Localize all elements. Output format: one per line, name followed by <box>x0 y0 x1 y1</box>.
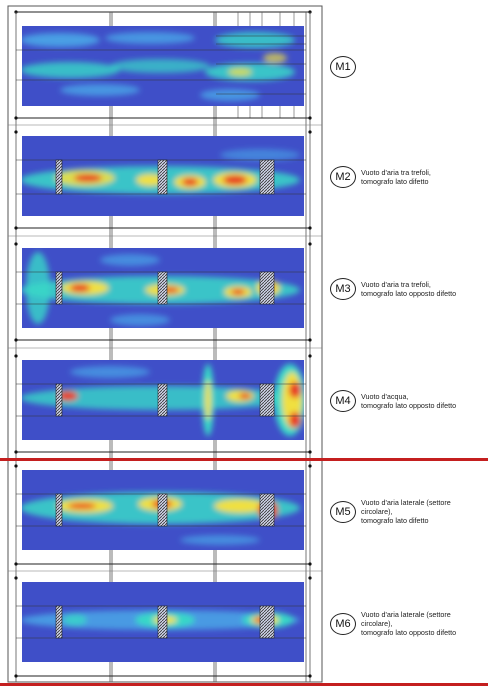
panel-label-m1: M1 <box>330 56 488 78</box>
panel-description: Vuoto d'aria laterale (settore circolare… <box>361 610 457 637</box>
vertical-grid <box>15 12 311 682</box>
panel-badge: M1 <box>330 56 356 78</box>
panel-description: Vuoto d'acqua, tomografo lato opposto di… <box>361 392 457 410</box>
separator-line-lower <box>0 683 488 686</box>
panel-label-m2: M2 Vuoto d'aria tra trefoli, tomografo l… <box>330 166 488 188</box>
panel-badge: M4 <box>330 390 356 412</box>
separator-line-upper <box>0 458 488 461</box>
outer-frame <box>7 5 323 683</box>
panel-description: Vuoto d'aria tra trefoli, tomografo lato… <box>361 280 457 298</box>
panel-label-m3: M3 Vuoto d'aria tra trefoli, tomografo l… <box>330 278 488 300</box>
panel-badge: M3 <box>330 278 356 300</box>
panel-badge: M5 <box>330 500 356 523</box>
panel-label-m5: M5 Vuoto d'aria laterale (settore circol… <box>330 498 488 525</box>
panel-description: Vuoto d'aria laterale (settore circolare… <box>361 498 451 525</box>
panel-badge: M6 <box>330 612 356 635</box>
panel-m1-heatmap <box>22 26 304 106</box>
panel-description: Vuoto d'aria tra trefoli, tomografo lato… <box>361 168 431 186</box>
panel-badge: M2 <box>330 166 356 188</box>
panel-label-m6: M6 Vuoto d'aria laterale (settore circol… <box>330 610 488 637</box>
panel-label-m4: M4 Vuoto d'acqua, tomografo lato opposto… <box>330 390 488 412</box>
